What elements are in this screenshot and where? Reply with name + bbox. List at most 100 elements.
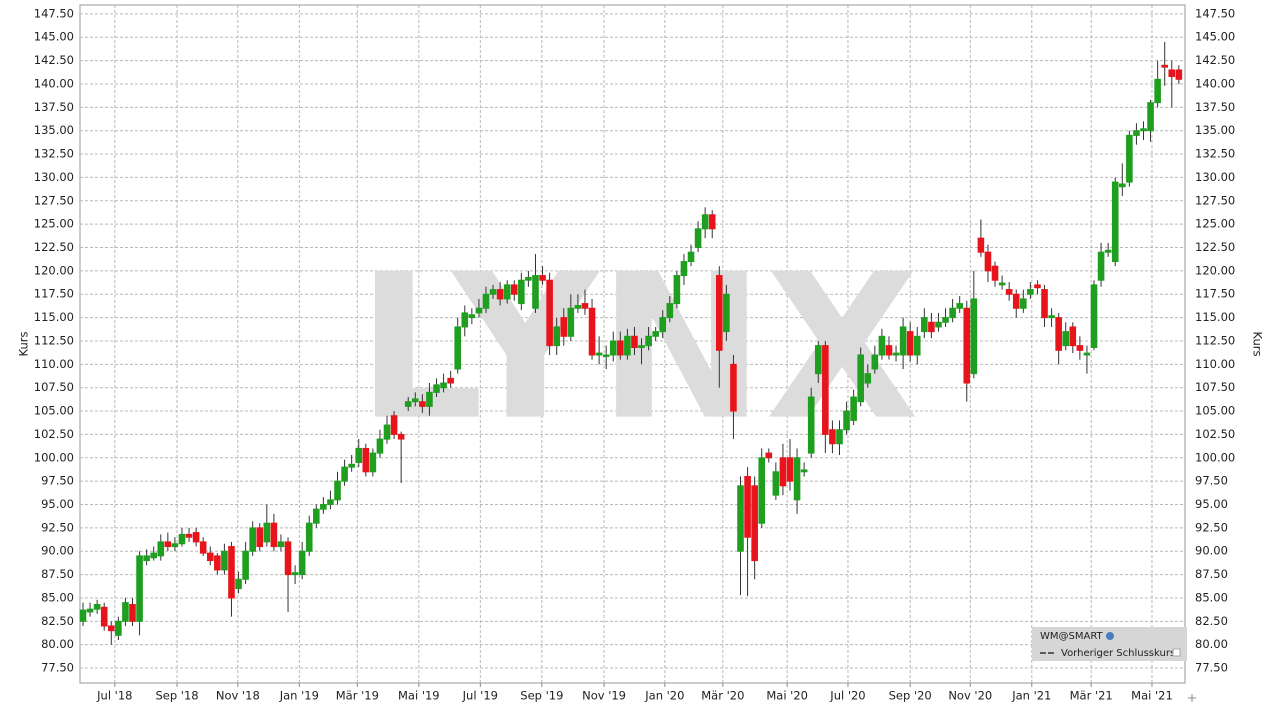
y-tick-label: 77.50 [41, 661, 74, 675]
x-tick-label: Sep '20 [889, 689, 932, 703]
x-tick-label: Sep '18 [155, 689, 198, 703]
y2-tick-label: 145.00 [1195, 30, 1235, 44]
y-tick-label: 85.00 [41, 590, 74, 604]
legend-checkbox[interactable] [1172, 648, 1181, 657]
candle-body [320, 504, 327, 510]
y2-tick-label: 125.00 [1195, 217, 1235, 231]
candle-body [397, 433, 405, 440]
y-tick-label: 92.50 [41, 520, 74, 534]
x-tick-label: Nov '18 [216, 689, 260, 703]
candle-body [609, 340, 617, 356]
y2-tick-label: 90.00 [1195, 544, 1228, 558]
candle-body [567, 307, 575, 337]
candle-body [913, 335, 921, 356]
x-tick-label: Nov '19 [582, 689, 626, 703]
candle-body [1147, 102, 1154, 132]
candle-body [878, 335, 886, 356]
candle-body [744, 475, 751, 538]
candle-body [871, 354, 879, 370]
candle-body [1175, 69, 1183, 80]
candle-body [107, 625, 115, 632]
y-tick-label: 130.00 [34, 170, 74, 184]
candle-body [341, 466, 348, 482]
y2-tick-label: 132.50 [1195, 147, 1235, 161]
candle-body [475, 307, 483, 314]
y2-tick-label: 77.50 [1195, 661, 1228, 675]
y-tick-label: 125.00 [34, 217, 74, 231]
candle-body [970, 298, 978, 375]
candle-body [369, 452, 377, 473]
candle-body [822, 345, 829, 435]
candle-body [291, 572, 299, 576]
candle-body [298, 550, 306, 576]
y-tick-label: 112.50 [34, 333, 74, 347]
y-tick-label: 110.00 [34, 357, 74, 371]
candle-body [687, 251, 695, 263]
y2-tick-label: 147.50 [1195, 6, 1235, 20]
candle-body [171, 543, 179, 548]
candle-body [115, 620, 122, 636]
candle-body [899, 326, 907, 356]
x-tick-label: Jan '21 [1011, 689, 1051, 703]
candle-body [79, 609, 87, 622]
y2-tick-label: 82.50 [1195, 614, 1228, 628]
candle-body [991, 265, 999, 281]
candle-body [1154, 78, 1161, 104]
candle-body [122, 602, 129, 622]
x-tick-label: Mai '19 [398, 689, 440, 703]
candle-body [730, 363, 737, 412]
candle-body [758, 457, 766, 524]
candle-body [1027, 289, 1034, 295]
y2-tick-label: 85.00 [1195, 590, 1228, 604]
candle-body [737, 485, 744, 552]
y2-tick-label: 110.00 [1195, 357, 1235, 371]
y-tick-label: 80.00 [41, 637, 74, 651]
candle-body [277, 541, 285, 548]
y-tick-label: 82.50 [41, 614, 74, 628]
candle-body [998, 282, 1006, 286]
y-tick-label: 140.00 [34, 76, 74, 90]
x-tick-label: Jul '18 [96, 689, 132, 703]
candle-body [1034, 284, 1041, 289]
y-tick-label: 97.50 [41, 474, 74, 488]
y-tick-label: 105.00 [34, 404, 74, 418]
candle-body [977, 237, 985, 253]
y2-tick-label: 97.50 [1195, 474, 1228, 488]
candle-body [1140, 128, 1147, 132]
candle-body [1005, 289, 1013, 295]
y-tick-label: 145.00 [34, 30, 74, 44]
candle-body [249, 527, 256, 552]
x-tick-label: Mär '21 [1070, 689, 1113, 703]
candle-body [829, 429, 836, 445]
y-tick-label: 132.50 [34, 147, 74, 161]
candle-body [800, 469, 808, 473]
legend-label: WM@SMART [1040, 631, 1104, 642]
candle-body [708, 214, 716, 230]
y2-tick-label: 107.50 [1195, 380, 1235, 394]
x-tick-label: Nov '20 [948, 689, 992, 703]
candle-body [765, 452, 773, 459]
candle-body [680, 261, 688, 277]
candle-body [864, 373, 872, 384]
candle-body [906, 331, 914, 356]
y2-tick-label: 105.00 [1195, 404, 1235, 418]
y-tick-label: 102.50 [34, 427, 74, 441]
y2-tick-label: 137.50 [1195, 100, 1235, 114]
x-tick-label: Mär '20 [701, 689, 744, 703]
y2-tick-label: 102.50 [1195, 427, 1235, 441]
y2-tick-label: 80.00 [1195, 637, 1228, 651]
candle-body [1069, 326, 1077, 347]
candle-body [489, 289, 497, 295]
y-tick-label: 120.00 [34, 263, 74, 277]
y2-axis-title: Kurs [1251, 332, 1265, 357]
candle-body [560, 317, 568, 337]
candle-body [461, 312, 469, 328]
candle-body [638, 345, 645, 349]
candle-body [426, 391, 433, 407]
candle-body [942, 317, 949, 323]
y2-tick-label: 115.00 [1195, 310, 1235, 324]
y-tick-label: 90.00 [41, 544, 74, 558]
y2-tick-label: 142.50 [1195, 53, 1235, 67]
candle-body [327, 499, 334, 506]
y2-tick-label: 117.50 [1195, 287, 1235, 301]
